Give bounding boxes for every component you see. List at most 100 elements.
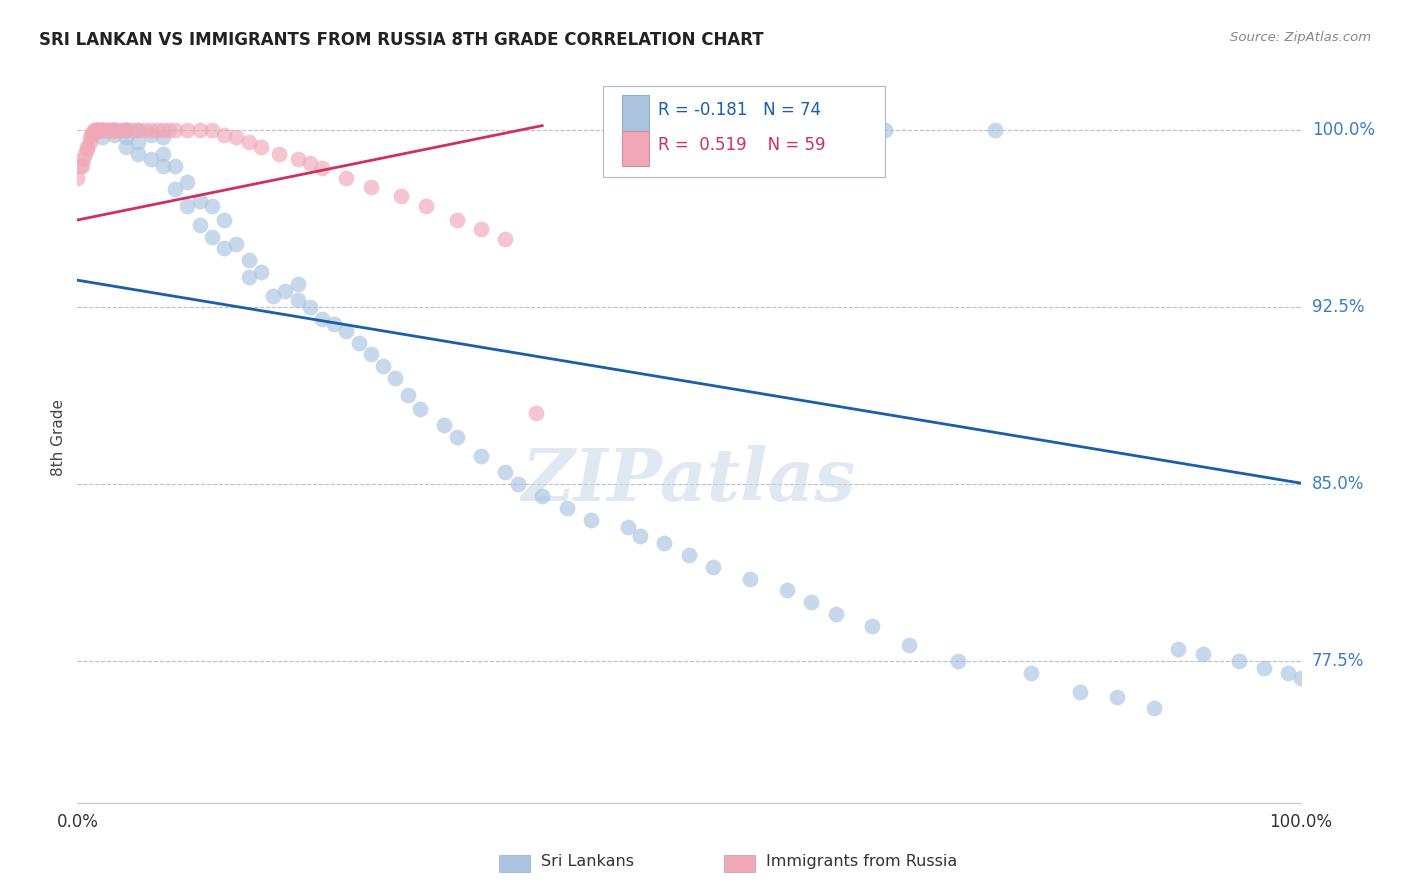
- Point: [80, 128, 103, 142]
- Point: [702, 559, 724, 574]
- Point: [470, 449, 492, 463]
- Point: [83, 123, 105, 137]
- Point: [165, 123, 187, 137]
- Point: [66, 170, 89, 185]
- Text: R = -0.181   N = 74: R = -0.181 N = 74: [658, 101, 821, 120]
- Point: [298, 301, 321, 315]
- Point: [165, 182, 187, 196]
- Point: [146, 123, 169, 137]
- Bar: [621, 95, 648, 130]
- Point: [524, 407, 547, 421]
- Point: [446, 213, 468, 227]
- Point: [311, 312, 333, 326]
- Text: Source: ZipAtlas.com: Source: ZipAtlas.com: [1230, 31, 1371, 45]
- Point: [1069, 685, 1091, 699]
- Point: [262, 288, 284, 302]
- Point: [103, 123, 125, 137]
- Point: [225, 236, 247, 251]
- Point: [90, 123, 112, 137]
- Point: [100, 123, 122, 137]
- Point: [495, 466, 517, 480]
- Text: 100.0%: 100.0%: [1312, 121, 1375, 139]
- Bar: [621, 130, 648, 166]
- Point: [165, 159, 187, 173]
- Point: [531, 489, 554, 503]
- Point: [79, 130, 101, 145]
- Point: [139, 152, 162, 166]
- Text: ZIPatlas: ZIPatlas: [522, 445, 856, 516]
- Point: [470, 222, 492, 236]
- Point: [409, 401, 432, 416]
- FancyBboxPatch shape: [603, 86, 884, 178]
- Point: [212, 213, 235, 227]
- Point: [79, 135, 101, 149]
- Point: [654, 536, 676, 550]
- Point: [1021, 666, 1043, 681]
- Point: [115, 123, 138, 137]
- Point: [84, 123, 107, 137]
- Point: [1289, 671, 1312, 685]
- Point: [335, 170, 357, 185]
- Point: [139, 128, 162, 142]
- Point: [152, 159, 174, 173]
- Point: [984, 123, 1007, 137]
- Point: [80, 126, 103, 140]
- Text: 85.0%: 85.0%: [1312, 475, 1364, 493]
- Point: [103, 128, 125, 142]
- Point: [433, 418, 456, 433]
- Point: [134, 123, 156, 137]
- Point: [391, 189, 413, 203]
- Point: [115, 123, 138, 137]
- Point: [360, 347, 382, 361]
- Point: [188, 123, 211, 137]
- Point: [201, 229, 224, 244]
- Point: [269, 147, 291, 161]
- Y-axis label: 8th Grade: 8th Grade: [51, 399, 66, 475]
- Point: [93, 123, 115, 137]
- Point: [446, 430, 468, 444]
- Point: [212, 241, 235, 255]
- Point: [1143, 701, 1166, 715]
- Point: [73, 147, 96, 161]
- Point: [384, 371, 406, 385]
- Point: [250, 265, 273, 279]
- Point: [1277, 666, 1299, 681]
- Point: [103, 123, 125, 137]
- Point: [112, 123, 135, 137]
- Point: [115, 123, 138, 137]
- Point: [1253, 661, 1275, 675]
- Point: [72, 152, 94, 166]
- Point: [371, 359, 394, 374]
- Point: [238, 269, 260, 284]
- Point: [127, 135, 149, 149]
- Point: [250, 140, 273, 154]
- Point: [152, 123, 174, 137]
- Point: [347, 335, 370, 350]
- Point: [176, 175, 198, 189]
- Text: Sri Lankans: Sri Lankans: [541, 855, 634, 869]
- Point: [152, 147, 174, 161]
- Point: [97, 123, 120, 137]
- Point: [69, 159, 91, 173]
- Point: [396, 387, 419, 401]
- Point: [76, 140, 98, 154]
- Point: [495, 232, 517, 246]
- Point: [89, 123, 111, 137]
- Point: [115, 130, 138, 145]
- Text: 92.5%: 92.5%: [1312, 298, 1364, 317]
- Point: [97, 123, 120, 137]
- Point: [100, 123, 122, 137]
- Text: SRI LANKAN VS IMMIGRANTS FROM RUSSIA 8TH GRADE CORRELATION CHART: SRI LANKAN VS IMMIGRANTS FROM RUSSIA 8TH…: [39, 31, 763, 49]
- Point: [776, 583, 799, 598]
- Point: [824, 607, 846, 621]
- Point: [274, 284, 297, 298]
- Point: [93, 123, 115, 137]
- Point: [628, 529, 651, 543]
- Point: [84, 123, 107, 137]
- Point: [212, 128, 235, 142]
- Point: [579, 513, 602, 527]
- Point: [678, 548, 700, 562]
- Point: [188, 218, 211, 232]
- Point: [157, 123, 180, 137]
- Point: [287, 277, 309, 291]
